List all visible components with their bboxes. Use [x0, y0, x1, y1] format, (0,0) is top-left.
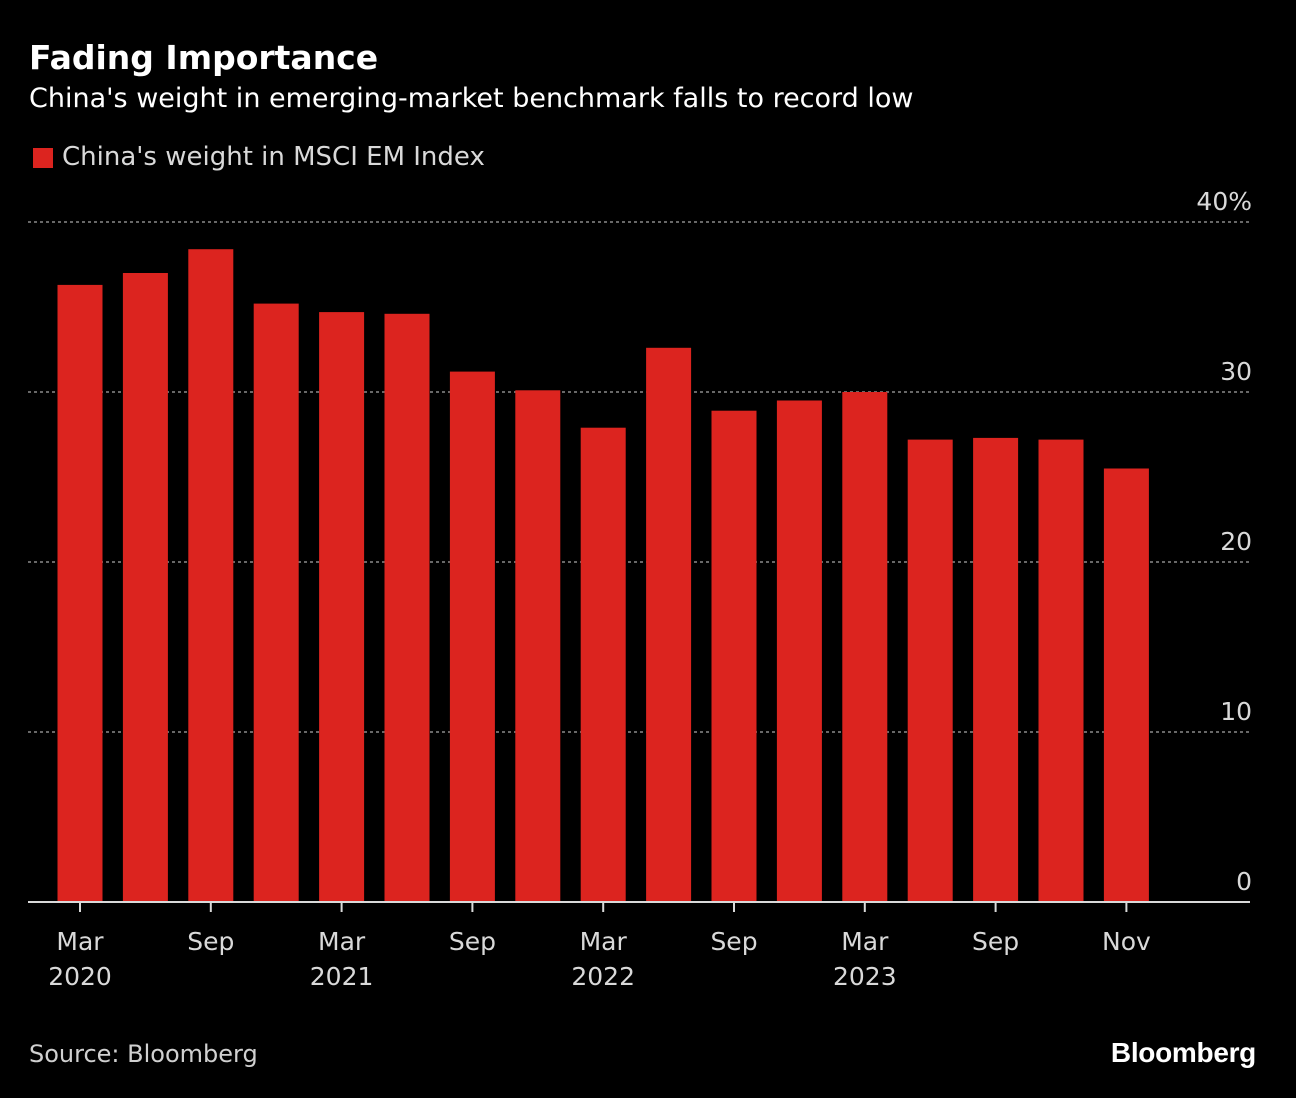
- legend-swatch: [33, 147, 53, 168]
- bar-sep-2022: [711, 410, 757, 902]
- bar-oct-2023: [1038, 439, 1084, 902]
- bars: [57, 249, 1149, 903]
- x-tick-label: Mar: [580, 927, 628, 956]
- bar-jun-2023: [907, 439, 953, 902]
- chart-title: Fading Importance: [29, 38, 379, 77]
- x-tick-year-label: 2022: [571, 962, 635, 991]
- bar-sep-2020: [188, 249, 234, 902]
- x-tick-labels: Mar 2020 Sep Mar 2021 Sep Mar 2022 Sep Mar 2023 Sep…: [48, 927, 1151, 991]
- chart-subtitle: China's weight in emerging-market benchm…: [29, 83, 914, 114]
- x-tick-label: Sep: [449, 927, 496, 956]
- bar-dec-2021: [515, 390, 561, 902]
- bar-nov-2023: [1103, 468, 1149, 902]
- x-tick-year-label: 2023: [833, 962, 897, 991]
- bar-jun-2022: [646, 347, 692, 902]
- y-tick-label: 20: [1220, 527, 1252, 556]
- bar-jun-2020: [122, 273, 168, 902]
- y-axis: 0 10 20 30 40%: [1196, 187, 1252, 896]
- source-note: Source: Bloomberg: [29, 1040, 258, 1068]
- x-tick-year-label: 2020: [48, 962, 112, 991]
- bar-jun-2021: [384, 313, 430, 902]
- x-tick-label: Mar: [841, 927, 889, 956]
- legend-label: China's weight in MSCI EM Index: [62, 142, 485, 172]
- y-tick-label: 40%: [1196, 187, 1252, 216]
- bar-mar-2022: [580, 427, 626, 902]
- x-tick-label: Nov: [1102, 927, 1151, 956]
- y-tick-label: 10: [1220, 697, 1252, 726]
- x-tick-label: Sep: [972, 927, 1019, 956]
- bloomberg-logo: Bloomberg: [1110, 1037, 1256, 1068]
- x-tick-label: Sep: [710, 927, 757, 956]
- x-tick-label: Mar: [56, 927, 104, 956]
- bar-sep-2023: [973, 437, 1019, 902]
- bar-mar-2021: [319, 312, 365, 903]
- legend: China's weight in MSCI EM Index: [33, 142, 485, 173]
- y-tick-label: 30: [1220, 357, 1252, 386]
- x-tick-label: Sep: [187, 927, 234, 956]
- y-tick-label: 0: [1236, 867, 1252, 896]
- x-axis: [28, 901, 1250, 912]
- bar-dec-2022: [776, 400, 822, 902]
- bar-mar-2023: [842, 392, 888, 902]
- bar-sep-2021: [449, 371, 495, 903]
- bar-mar-2020: [57, 284, 103, 902]
- bar-dec-2020: [253, 303, 299, 903]
- x-tick-label: Mar: [318, 927, 366, 956]
- x-tick-year-label: 2021: [310, 962, 374, 991]
